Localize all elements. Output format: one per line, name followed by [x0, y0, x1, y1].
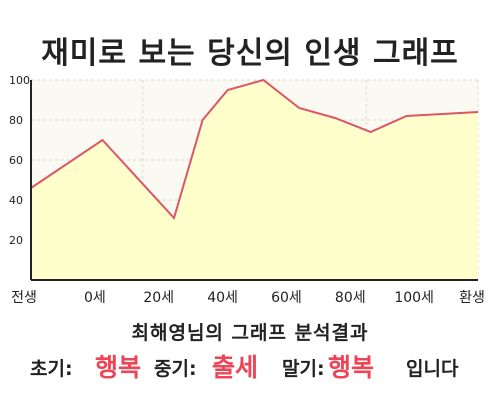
- early-label: 초기:: [30, 358, 73, 380]
- x-tick-labels: 전생 0세 20세 40세 60세 80세 100세 환생: [11, 290, 485, 306]
- result-suffix: 입니다: [406, 358, 459, 380]
- y-tick-label: 60: [9, 154, 23, 167]
- analysis-result: 초기: 행복 중기: 출세 말기: 행복 입니다: [0, 345, 500, 385]
- late-label: 말기:: [282, 358, 325, 380]
- life-series-line: [30, 78, 479, 220]
- x-tick-label: 100세: [394, 290, 434, 306]
- x-tick-label: 40세: [207, 290, 238, 306]
- x-tick-label: 전생: [11, 290, 37, 306]
- middle-label: 중기:: [154, 358, 197, 380]
- analysis-subtitle: 최해영님의 그래프 분석결과: [131, 322, 369, 344]
- y-tick-labels: 20 40 60 80 100: [9, 74, 30, 247]
- early-value: 행복: [95, 353, 142, 382]
- x-tick-label: 환생: [459, 290, 485, 306]
- page-title: 재미로 보는 당신의 인생 그래프: [41, 36, 459, 71]
- x-tick-label: 20세: [143, 290, 174, 306]
- x-tick-label: 60세: [271, 290, 302, 306]
- y-tick-label: 100: [9, 74, 30, 87]
- y-tick-label: 80: [9, 114, 23, 127]
- y-tick-label: 40: [9, 194, 23, 207]
- y-tick-label: 20: [9, 234, 23, 247]
- x-tick-label: 0세: [84, 290, 106, 306]
- x-tick-label: 80세: [335, 290, 366, 306]
- life-area-fill: [31, 80, 478, 280]
- middle-value: 출세: [212, 353, 259, 382]
- late-value: 행복: [328, 353, 375, 382]
